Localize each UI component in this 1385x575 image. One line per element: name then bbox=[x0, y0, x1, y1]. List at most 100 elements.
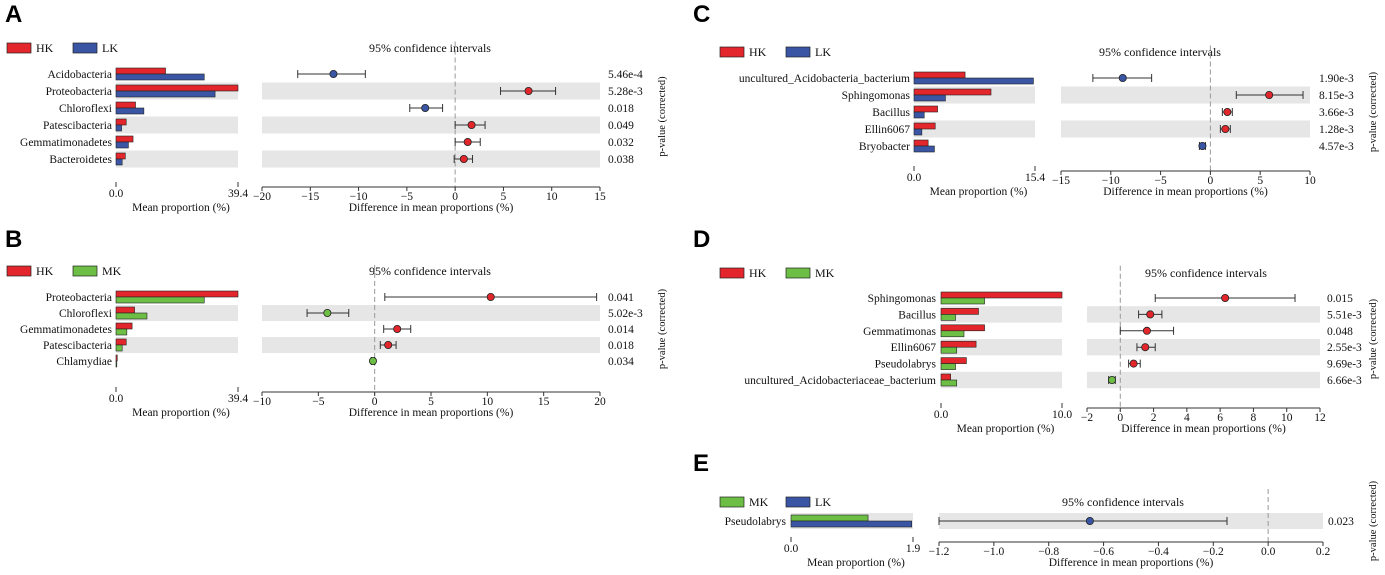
bar-hk bbox=[115, 322, 133, 330]
mean-tick-label: 0.0 bbox=[109, 188, 124, 200]
diff-xlabel: Difference in mean proportions (%) bbox=[1121, 423, 1286, 435]
category-label: Bryobacter bbox=[859, 141, 910, 153]
legend-swatch-hk bbox=[6, 265, 32, 277]
p-value: 0.032 bbox=[608, 137, 634, 149]
legend-swatch-mk bbox=[719, 496, 745, 508]
diff-point bbox=[1198, 141, 1207, 150]
bar-mk bbox=[940, 363, 956, 370]
panel-e: E MK LK 95% confidence intervals Pseudolabry… bbox=[693, 450, 1379, 569]
legend-swatch-hk bbox=[6, 42, 32, 54]
diff-tick-label: 20 bbox=[594, 396, 606, 408]
mean-tick-label: 39.4 bbox=[228, 188, 248, 200]
row-band bbox=[1087, 306, 1320, 323]
diff-tick-label: −20 bbox=[253, 191, 271, 203]
legend-label-hk: HK bbox=[36, 264, 54, 278]
category-label: Ellin6067 bbox=[891, 342, 937, 354]
diff-tick-label: 0.0 bbox=[1261, 546, 1276, 558]
bar-lk bbox=[913, 77, 1034, 85]
mean-xlabel: Mean proportion (%) bbox=[132, 202, 230, 214]
mean-tick-label: 0.0 bbox=[907, 172, 922, 184]
diff-tick-label: 5 bbox=[428, 396, 434, 408]
mean-tick-label: 1.9 bbox=[906, 543, 921, 555]
diff-tick-label: −0.6 bbox=[1093, 546, 1114, 558]
p-value: 0.023 bbox=[1328, 516, 1354, 528]
category-label: Bacillus bbox=[872, 107, 910, 119]
p-value: 5.02e-3 bbox=[608, 308, 643, 320]
bar-lk bbox=[115, 158, 123, 166]
bar-hk bbox=[115, 67, 166, 75]
bar-mk bbox=[940, 297, 985, 305]
mean-xlabel: Mean proportion (%) bbox=[930, 186, 1028, 198]
diff-tick-label: 0 bbox=[372, 396, 378, 408]
category-label: Patescibacteria bbox=[43, 340, 112, 352]
diff-tick-label: −5 bbox=[1154, 175, 1166, 187]
legend-label-hk: HK bbox=[36, 41, 54, 55]
diff-tick-label: 12 bbox=[1314, 412, 1326, 424]
row-band bbox=[914, 120, 1035, 138]
p-value: 1.90e-3 bbox=[1319, 73, 1354, 85]
ci-title: 95% confidence intervals bbox=[369, 41, 491, 55]
diff-point bbox=[1221, 293, 1230, 302]
diff-point bbox=[486, 292, 495, 301]
diff-tick-label: −1.2 bbox=[929, 546, 950, 558]
diff-tick-label: 4 bbox=[1184, 412, 1190, 424]
p-value: 0.048 bbox=[1327, 326, 1353, 338]
bar-hk bbox=[115, 101, 136, 109]
bar-lk bbox=[115, 107, 145, 115]
diff-tick-label: 15 bbox=[594, 191, 606, 203]
diff-tick-label: 0 bbox=[452, 191, 458, 203]
p-value: 1.28e-3 bbox=[1319, 124, 1354, 136]
bar-lk bbox=[913, 94, 946, 102]
bar-hk bbox=[940, 324, 985, 332]
diff-point bbox=[1146, 310, 1155, 319]
bar-lk bbox=[115, 141, 129, 149]
bar-lk bbox=[790, 520, 913, 528]
category-label: Gemmatimonadetes bbox=[20, 324, 112, 336]
row-band bbox=[116, 150, 238, 168]
p-value: 0.034 bbox=[608, 356, 634, 368]
diff-tick-label: −10 bbox=[253, 396, 271, 408]
category-label: Sphingomonas bbox=[842, 90, 911, 102]
legend-label-mk: MK bbox=[815, 266, 835, 280]
bar-hk bbox=[913, 105, 938, 113]
bar-mk bbox=[115, 360, 118, 368]
p-value: 6.66e-3 bbox=[1327, 375, 1362, 387]
mean-xlabel: Mean proportion (%) bbox=[132, 407, 230, 419]
pvalue-axis-label: p-value (corrected) bbox=[1368, 298, 1379, 379]
row-band bbox=[1061, 120, 1310, 138]
diff-point bbox=[467, 121, 476, 130]
bar-mk bbox=[115, 312, 148, 320]
diff-point bbox=[463, 137, 472, 146]
p-value: 0.015 bbox=[1327, 293, 1353, 305]
bar-hk bbox=[940, 373, 951, 381]
category-label: Acidobacteria bbox=[48, 69, 113, 81]
bar-lk bbox=[115, 90, 216, 98]
category-label: Gemmatimonadetes bbox=[20, 137, 112, 149]
diff-tick-label: 15 bbox=[538, 396, 550, 408]
bar-mk bbox=[115, 328, 128, 336]
category-label: uncultured_Acidobacteriaceae_bacterium bbox=[744, 375, 936, 387]
bar-hk bbox=[913, 88, 992, 96]
p-value: 0.018 bbox=[608, 340, 634, 352]
diff-point bbox=[459, 154, 468, 163]
row-band bbox=[116, 116, 238, 134]
panel-label: D bbox=[693, 226, 710, 253]
mean-tick-label: 15.4 bbox=[1025, 172, 1045, 184]
legend-swatch-lk bbox=[72, 42, 98, 54]
p-value: 4.57e-3 bbox=[1319, 141, 1354, 153]
diff-point bbox=[1129, 359, 1138, 368]
mean-tick-label: 0.0 bbox=[109, 393, 124, 405]
row-band bbox=[262, 337, 600, 353]
bar-hk bbox=[940, 340, 977, 348]
bar-hk bbox=[115, 84, 239, 92]
ci-title: 95% confidence intervals bbox=[1099, 45, 1221, 59]
row-band bbox=[1087, 339, 1320, 356]
category-label: Gemmatimonas bbox=[863, 326, 936, 338]
diff-point bbox=[1142, 326, 1151, 335]
diff-xlabel: Difference in mean proportions (%) bbox=[349, 202, 514, 214]
diff-tick-label: 5 bbox=[1257, 175, 1263, 187]
diff-tick-label: 0.2 bbox=[1316, 546, 1331, 558]
row-band bbox=[262, 150, 600, 168]
p-value: 5.46e-4 bbox=[608, 69, 643, 81]
legend-label-hk: HK bbox=[749, 266, 767, 280]
